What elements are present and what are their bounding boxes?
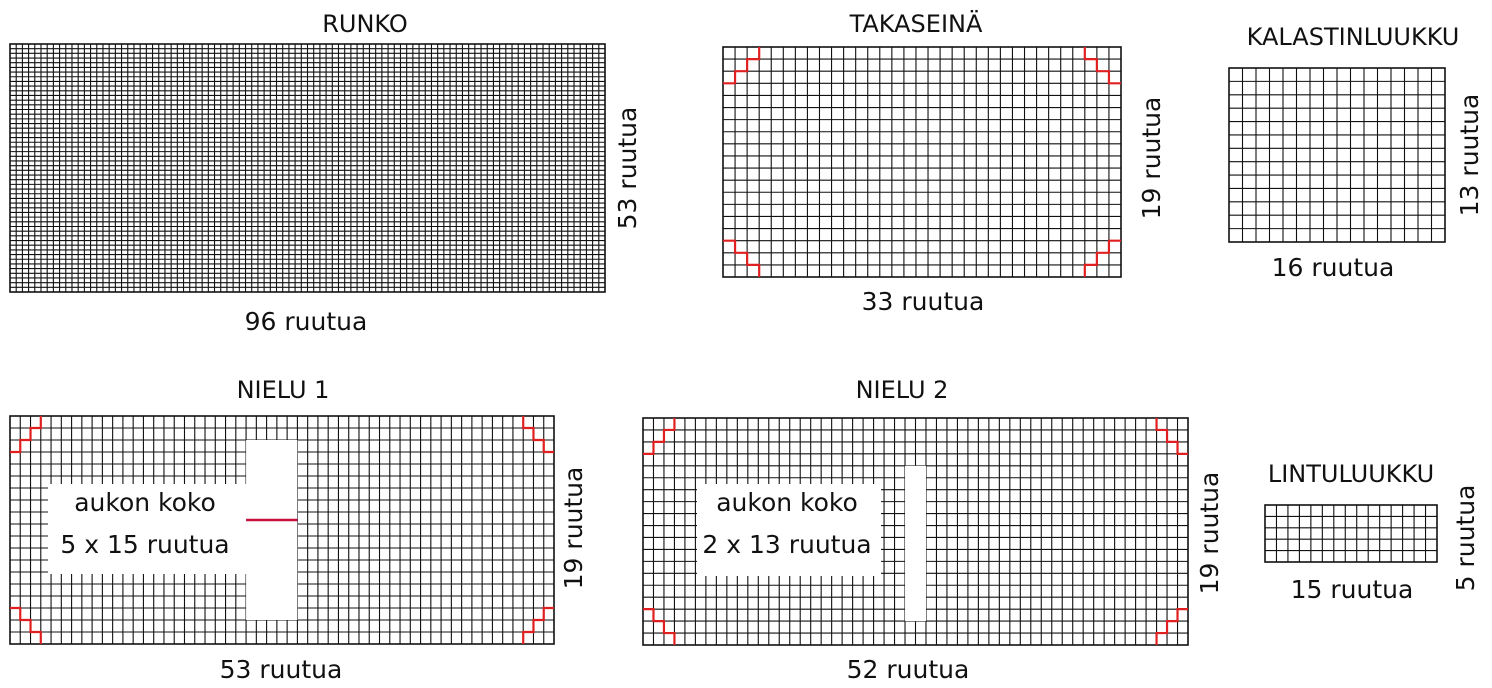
corner-marker-br	[522, 606, 554, 644]
piece-takaseina: TAKASEINÄ 33 ruutua 19 ruutua	[722, 9, 1166, 316]
height-label-nielu2: 19 ruutua	[1195, 472, 1224, 595]
corner-marker-tl	[10, 416, 42, 454]
height-label-lintuluukku: 5 ruutua	[1451, 485, 1480, 592]
grid-border	[722, 46, 1122, 278]
corner-marker-tl	[643, 418, 676, 455]
width-label-nielu2: 52 ruutua	[847, 655, 970, 684]
corner-marker-tl	[723, 47, 761, 85]
grid-lines	[723, 47, 1121, 277]
hole-nielu2-opening	[905, 465, 926, 622]
corner-marker-tr	[1155, 418, 1188, 455]
title-nielu1: NIELU 1	[237, 376, 330, 404]
hole-nielu2-label-line2: 2 x 13 ruutua	[702, 530, 871, 559]
hole-nielu2-label-bg	[697, 484, 881, 576]
width-label-kalastinluukku: 16 ruutua	[1272, 253, 1395, 282]
title-runko: RUNKO	[322, 10, 408, 38]
grid-lines	[1265, 505, 1437, 562]
width-label-takaseina: 33 ruutua	[862, 287, 985, 316]
corner-marker-bl	[643, 608, 676, 645]
width-label-nielu1: 53 ruutua	[220, 655, 343, 684]
piece-nielu2: NIELU 2 52 ruutua 19 ruutua	[642, 376, 1224, 684]
hole-nielu2: aukon koko 2 x 13 ruutua	[697, 465, 926, 622]
hole-nielu1-label-bg	[48, 484, 252, 574]
corner-marker-tr	[1083, 47, 1121, 85]
height-label-nielu1: 19 ruutua	[559, 467, 588, 590]
corner-marker-br	[1155, 608, 1188, 645]
corner-marker-br	[1083, 239, 1121, 277]
grid-lintuluukku	[1264, 504, 1438, 563]
height-label-kalastinluukku: 13 ruutua	[1455, 94, 1484, 217]
grid-border	[1264, 504, 1438, 563]
grid-lines	[1229, 68, 1445, 242]
piece-runko: RUNKO 96 ruutua 53 ruutua	[9, 10, 642, 336]
grid-takaseina	[722, 46, 1122, 278]
hole-nielu2-label-line1: aukon koko	[716, 488, 858, 517]
hole-nielu1-label-line1: aukon koko	[74, 488, 216, 517]
hole-nielu1-opening	[246, 440, 298, 620]
grid-runko	[9, 43, 606, 293]
width-label-lintuluukku: 15 ruutua	[1291, 575, 1414, 604]
corner-marker-bl	[10, 606, 42, 644]
corner-marker-tr	[522, 416, 554, 454]
corner-marker-bl	[723, 239, 761, 277]
width-label-runko: 96 ruutua	[245, 307, 368, 336]
title-kalastinluukku: KALASTINLUUKKU	[1247, 23, 1460, 51]
hole-nielu1: aukon koko 5 x 15 ruutua	[48, 440, 298, 620]
height-label-takaseina: 19 ruutua	[1137, 97, 1166, 220]
grid-kalastinluukku	[1228, 67, 1446, 243]
title-lintuluukku: LINTULUUKKU	[1268, 460, 1434, 488]
piece-kalastinluukku: KALASTINLUUKKU 16 ruutua 13 ruutua	[1228, 23, 1484, 282]
grid-lines	[10, 44, 605, 292]
title-nielu2: NIELU 2	[856, 376, 949, 404]
piece-lintuluukku: LINTULUUKKU 15 ruutua 5 ruutua	[1264, 460, 1480, 604]
height-label-runko: 53 ruutua	[613, 107, 642, 230]
grid-border	[9, 415, 555, 645]
hole-nielu1-label-line2: 5 x 15 ruutua	[60, 530, 229, 559]
title-takaseina: TAKASEINÄ	[849, 9, 983, 38]
